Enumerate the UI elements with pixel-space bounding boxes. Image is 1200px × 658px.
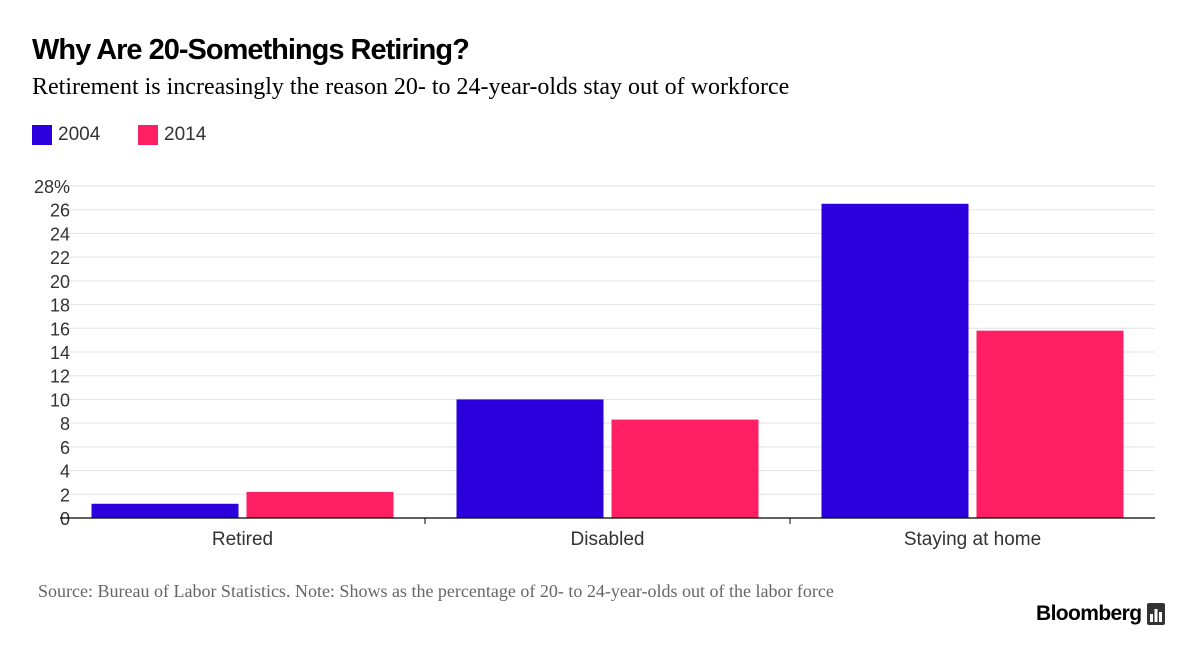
y-tick-label: 6	[60, 438, 70, 458]
y-tick-label: 22	[50, 248, 70, 268]
y-tick-label: 4	[60, 462, 70, 482]
bar-chart-icon	[1147, 603, 1166, 625]
legend-label-2014: 2014	[164, 124, 207, 145]
chart-title: Why Are 20-Somethings Retiring?	[32, 34, 470, 66]
y-tick-label: 28%	[34, 177, 70, 197]
brand-name: Bloomberg	[1036, 602, 1142, 625]
legend-item-2004: 2004	[32, 124, 100, 146]
x-category-label: Disabled	[571, 529, 645, 550]
bar-2014-1	[611, 419, 759, 518]
x-category-label: Retired	[212, 529, 273, 550]
legend-swatch-2014	[138, 125, 158, 145]
bar-2004-2	[821, 203, 969, 518]
y-tick-label: 0	[60, 509, 70, 529]
y-tick-label: 10	[50, 390, 70, 410]
chart-subtitle: Retirement is increasingly the reason 20…	[32, 74, 790, 100]
bar-2004-1	[456, 399, 604, 518]
bar-2014-2	[976, 330, 1124, 518]
y-tick-label: 14	[50, 343, 70, 363]
y-tick-label: 8	[60, 414, 70, 434]
source-note: Source: Bureau of Labor Statistics. Note…	[38, 581, 834, 601]
y-tick-label: 24	[50, 224, 70, 244]
y-tick-label: 18	[50, 296, 70, 316]
brand: Bloomberg	[1036, 601, 1166, 627]
legend-swatch-2004	[32, 125, 52, 145]
y-tick-label: 2	[60, 485, 70, 505]
y-tick-label: 16	[50, 319, 70, 339]
x-category-label: Staying at home	[904, 529, 1041, 550]
bar-2014-0	[246, 491, 394, 518]
y-tick-label: 12	[50, 367, 70, 387]
y-tick-label: 26	[50, 201, 70, 221]
legend-item-2014: 2014	[138, 124, 206, 146]
bar-2004-0	[91, 503, 239, 518]
legend-label-2004: 2004	[58, 124, 101, 145]
y-tick-label: 20	[50, 272, 70, 292]
